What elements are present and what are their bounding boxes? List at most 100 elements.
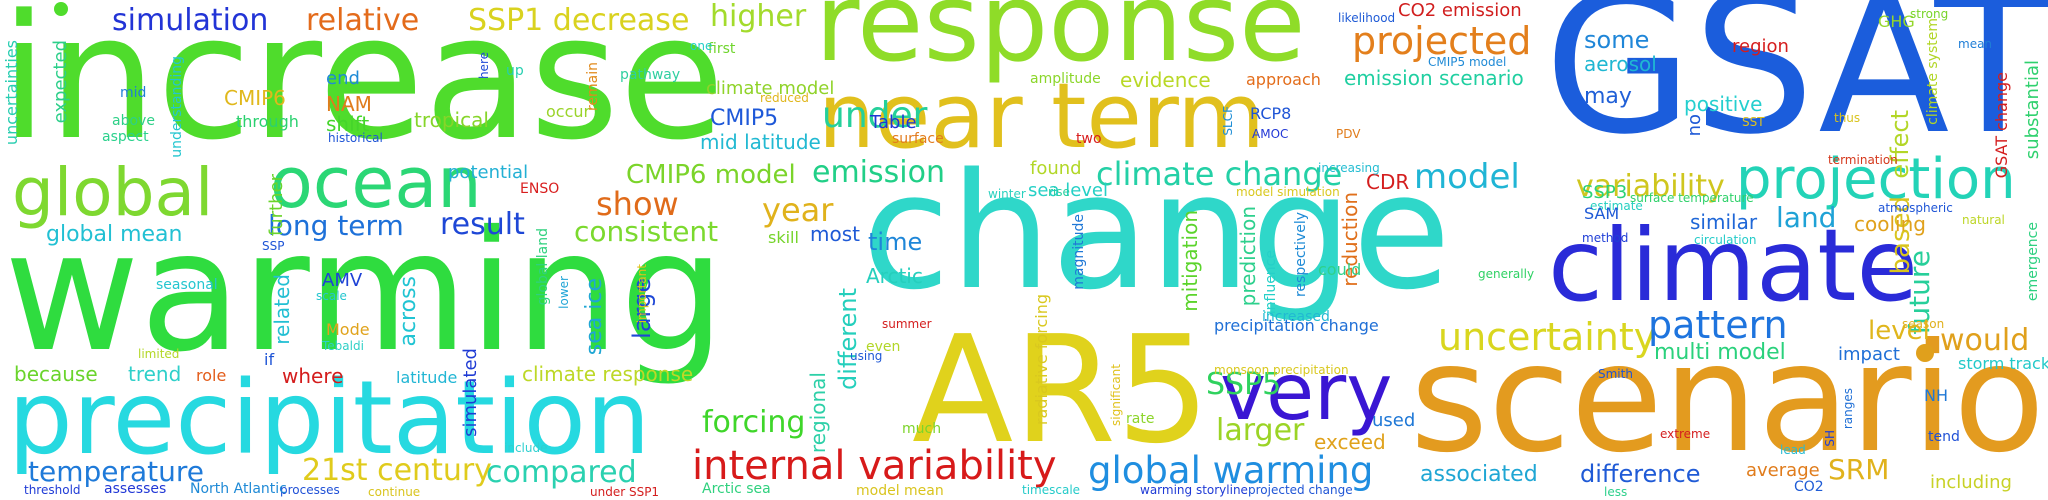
word-increased: increased (1262, 309, 1330, 325)
word-region: region (1732, 36, 1789, 57)
word-global-warming: global warming (1088, 449, 1374, 492)
word-extreme: extreme (1660, 427, 1711, 441)
word-average: average (1746, 460, 1820, 481)
word-atmospheric: atmospheric (1878, 201, 1953, 215)
word-surface: surface (892, 131, 944, 147)
word-variability: variability (1576, 169, 1725, 204)
word-mid: mid (120, 85, 147, 101)
word-AR5: AR5 (912, 304, 1211, 476)
word-threshold: threshold (24, 483, 81, 497)
word-trend: trend (128, 362, 182, 386)
dot-mark (54, 2, 68, 16)
word-larger: larger (1216, 413, 1305, 448)
word-tropical: tropical (414, 108, 489, 132)
word-season: season (1902, 317, 1945, 331)
word-Arctic-sea: Arctic sea (702, 481, 771, 497)
word-consistent: consistent (574, 215, 719, 248)
word-lower: lower (557, 276, 571, 309)
word-temperature: temperature (28, 455, 204, 488)
word-storm-track: storm track (1958, 354, 2048, 373)
word-aerosol: aerosol (1584, 52, 1657, 76)
word-pattern-visible: pattern (1648, 303, 1788, 347)
word-less: less (1604, 485, 1628, 499)
word-long-term: long term (268, 209, 404, 242)
word-CMIP5-model: CMIP5 model (1428, 55, 1507, 69)
word-regional: regional (806, 372, 830, 454)
word-respectively: respectively (1293, 212, 1309, 298)
word-under-SSP1: under SSP1 (590, 485, 660, 499)
word-climate-system: climate system (1925, 18, 1941, 125)
word-climate-change: climate change (1096, 155, 1343, 193)
word-pathway: pathway (620, 67, 681, 83)
word-response: response (815, 0, 1306, 86)
word-end: end (326, 68, 360, 89)
word-SSP: SSP (262, 239, 285, 253)
word-projection: projection (1736, 147, 2016, 212)
word-near-term: near term (818, 64, 1265, 169)
word-similar: similar (1690, 210, 1758, 234)
word-remain: remain (585, 62, 601, 112)
word-occur: occur (546, 102, 591, 121)
word-CO2-emission: CO2 emission (1398, 0, 1522, 21)
word-some: some (1584, 26, 1650, 54)
word-circulation: circulation (1694, 233, 1757, 247)
word-monsoon-precipitation: monsoon precipitation (1214, 363, 1349, 377)
word-global: global (12, 154, 214, 231)
word-tend: tend (1928, 429, 1960, 445)
word-uncertainty: uncertainty (1438, 315, 1657, 359)
word-aspect: aspect (102, 129, 149, 145)
word-higher: higher (710, 0, 807, 34)
word-continue: continue (368, 485, 421, 499)
word-much: much (902, 421, 942, 437)
word-level: level (1868, 316, 1930, 346)
word-understanding: understanding (169, 56, 185, 158)
word-AMOC: AMOC (1252, 127, 1289, 141)
word-winter: winter (988, 187, 1026, 201)
word-because: because (14, 362, 98, 386)
word-ocean: ocean (270, 142, 482, 224)
word-CMIP5: CMIP5 (710, 106, 779, 131)
word-SAM: SAM (1584, 204, 1620, 223)
word-forcing: forcing (702, 405, 806, 440)
word-different: different (834, 288, 862, 390)
word-model-simulation: model simulation (1236, 185, 1340, 199)
word-thus: thus (1834, 111, 1861, 125)
word-limited: limited (138, 347, 180, 361)
word-compared: compared (486, 455, 637, 490)
word-may: may (1584, 84, 1632, 109)
word-above: above (112, 113, 155, 129)
word-Mode: Mode (326, 320, 370, 339)
word-timescale: timescale (1022, 483, 1081, 497)
word-mitigation: mitigation (1178, 210, 1202, 312)
word-North-Atlantic: North Atlantic (190, 481, 287, 497)
word-if: if (264, 350, 275, 369)
word-time: time (868, 228, 923, 256)
word-precipitation-change: precipitation change (1214, 316, 1379, 335)
word-surface-temperature: surface temperature (1630, 191, 1754, 205)
word-no: no (1684, 114, 1705, 137)
word-climate-response: climate response (522, 362, 694, 386)
word-NH: NH (1924, 386, 1948, 405)
word-GSAT: GSAT (1544, 0, 2048, 177)
word-change: change (862, 138, 1451, 325)
word-Table: Table (870, 112, 917, 133)
word-here: here (477, 52, 491, 80)
word-relative: relative (306, 3, 420, 38)
word-impact: impact (1838, 344, 1900, 365)
word-RCP8: RCP8 (1250, 104, 1292, 123)
word-NAM: NAM (326, 92, 372, 116)
word-model: model (1414, 157, 1520, 197)
word-processes: processes (280, 483, 340, 497)
word-under: under (822, 95, 928, 136)
word-SSP3: SSP3 (1582, 182, 1628, 203)
word-mean: mean (1958, 37, 1993, 51)
word-result: result (440, 207, 525, 242)
word-very: very (1220, 348, 1393, 438)
word-rise: rise (1048, 185, 1070, 199)
word-emission-scenario: emission scenario (1344, 66, 1524, 90)
word-rate: rate (1126, 411, 1155, 427)
word-scale: scale (316, 289, 347, 303)
word-important: important (635, 264, 649, 324)
word-termination: termination (1828, 153, 1898, 167)
word-CO2: CO2 (1794, 479, 1824, 495)
